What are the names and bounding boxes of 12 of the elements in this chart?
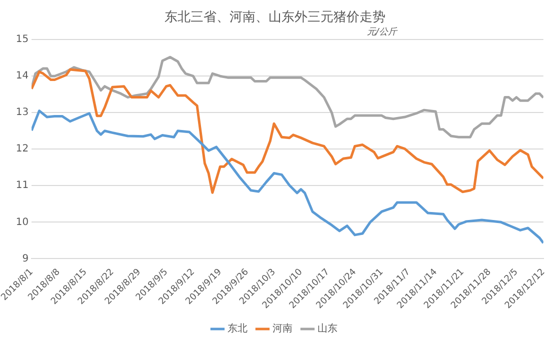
chart-title: 东北三省、河南、山东外三元猪价走势: [164, 10, 386, 26]
legend-label: 东北: [228, 322, 248, 335]
y-tick-label: 15: [16, 34, 29, 46]
y-tick-label: 14: [16, 70, 29, 82]
y-tick-label: 13: [16, 107, 29, 118]
y-tick-label: 11: [16, 180, 29, 192]
legend-label: 山东: [318, 322, 338, 335]
y-tick-label: 12: [16, 144, 29, 155]
text: 元/公斤: [366, 26, 398, 38]
y-tick-label: 10: [16, 216, 29, 228]
y-tick-label: 9: [22, 253, 29, 264]
legend-label: 河南: [272, 322, 292, 335]
